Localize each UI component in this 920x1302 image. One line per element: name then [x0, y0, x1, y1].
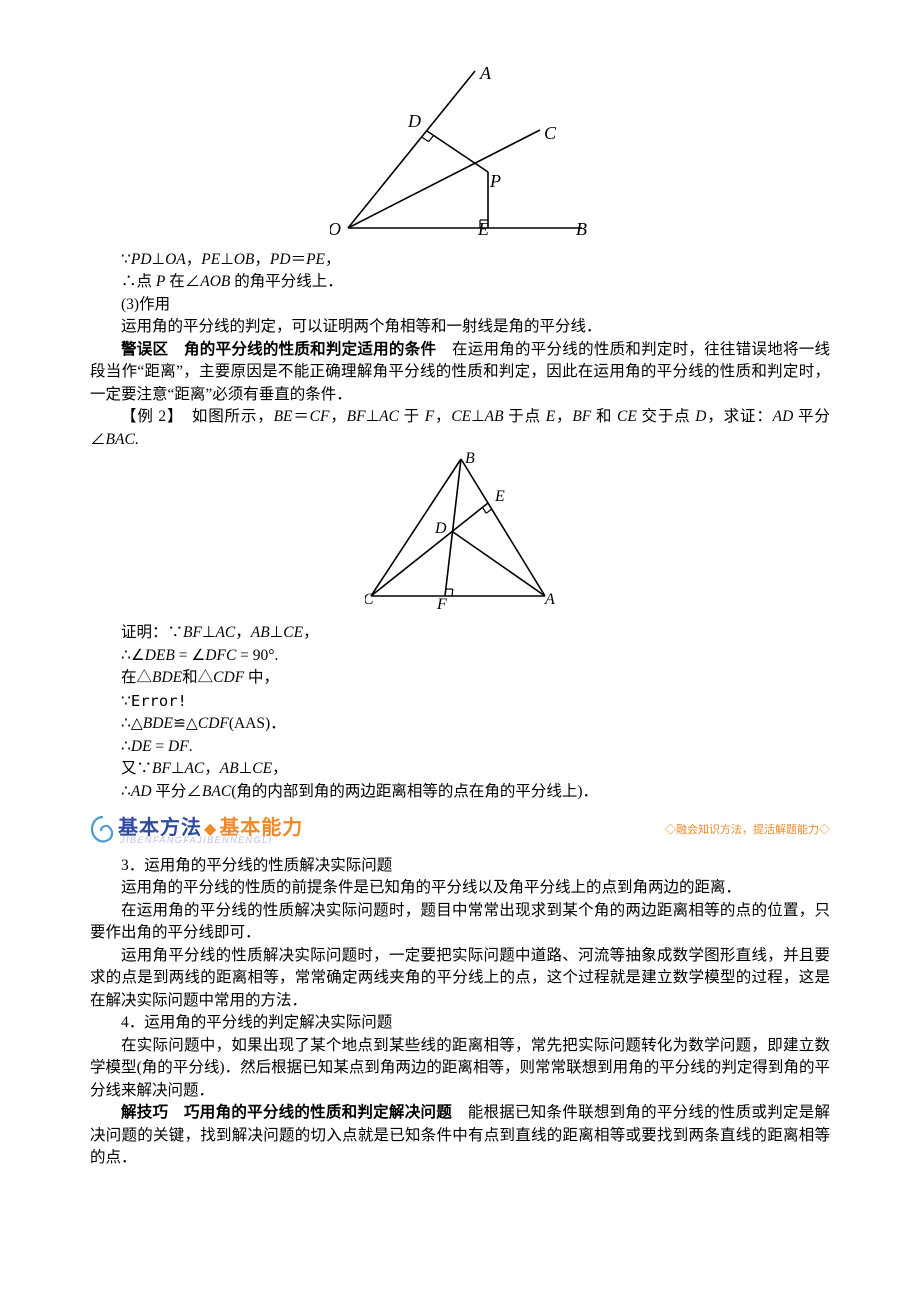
paragraph: 在实际问题中，如果出现了某个地点到某些线的距离相等，常先把实际问题转化为数学问题… [90, 1035, 830, 1102]
paragraph: 运用角的平分线的判定，可以证明两个角相等和一射线是角的平分线． [90, 316, 830, 338]
paragraph: 警误区 角的平分线的性质和判定适用的条件 在运用角的平分线的性质和判定时，往往错… [90, 339, 830, 406]
paragraph: 又∵BF⊥AC，AB⊥CE， [90, 758, 830, 780]
banner-pinyin: JIBENFANGFAJIBENNENGLI [120, 835, 273, 845]
paragraph: 【例 2】 如图所示，BE＝CF，BF⊥AC 于 F，CE⊥AB 于点 E，BF… [90, 406, 830, 451]
paragraph: 3．运用角的平分线的性质解决实际问题 [90, 855, 830, 877]
paragraph: (3)作用 [90, 294, 830, 316]
paragraph: ∴∠DEB = ∠DFC = 90°. [90, 645, 830, 667]
paragraph: ∴AD 平分∠BAC(角的内部到角的两边距离相等的点在角的平分线上)． [90, 781, 830, 803]
paragraph: ∵Error! [90, 690, 830, 713]
paragraph: 4．运用角的平分线的判定解决实际问题 [90, 1012, 830, 1034]
paragraph: ∴△BDE≌△CDF(AAS)． [90, 713, 830, 735]
paragraph: 运用角平分线的性质解决实际问题时，一定要把实际问题中道路、河流等抽象成数学图形直… [90, 945, 830, 1012]
banner-right-text: ◇融会知识方法，提活解题能力◇ [665, 821, 830, 837]
text-block-3: 3．运用角的平分线的性质解决实际问题运用角的平分线的性质的前提条件是已知角的平分… [90, 855, 830, 1170]
svg-text:P: P [489, 171, 501, 191]
figure-2-svg: A B C E F D [365, 451, 555, 616]
paragraph: 在△BDE和△CDF 中， [90, 667, 830, 689]
section-banner: 基本方法◆基本能力 JIBENFANGFAJIBENNENGLI ◇融会知识方法… [90, 813, 830, 851]
text-block-1: ∵PD⊥OA，PE⊥OB，PD＝PE，∴点 P 在∠AOB 的角平分线上．(3)… [90, 249, 830, 451]
svg-text:D: D [407, 111, 421, 131]
svg-text:B: B [576, 219, 587, 239]
paragraph: 在运用角的平分线的性质解决实际问题时，题目中常常出现求到某个角的两边距离相等的点… [90, 900, 830, 945]
svg-text:A: A [544, 591, 555, 608]
paragraph: ∴点 P 在∠AOB 的角平分线上． [90, 271, 830, 293]
text-block-2: 证明：∵BF⊥AC，AB⊥CE，∴∠DEB = ∠DFC = 90°.在△BDE… [90, 622, 830, 803]
svg-text:C: C [544, 123, 557, 143]
page: O A B C D P E ∵PD⊥OA，PE⊥OB，PD＝PE，∴点 P 在∠AOB 的角… [0, 0, 920, 1302]
svg-text:B: B [465, 451, 475, 467]
svg-text:E: E [494, 488, 505, 505]
paragraph: 解技巧 巧用角的平分线的性质和判定解决问题 能根据已知条件联想到角的平分线的性质… [90, 1102, 830, 1169]
paragraph: 证明：∵BF⊥AC，AB⊥CE， [90, 622, 830, 644]
svg-text:D: D [434, 520, 447, 537]
svg-text:F: F [436, 596, 447, 613]
svg-text:A: A [479, 65, 492, 83]
svg-text:C: C [365, 591, 374, 608]
paragraph: 运用角的平分线的性质的前提条件是已知角的平分线以及角平分线上的点到角两边的距离． [90, 877, 830, 899]
svg-text:O: O [330, 219, 341, 239]
paragraph: ∴DE = DF. [90, 736, 830, 758]
swirl-icon [86, 813, 120, 849]
figure-1: O A B C D P E [90, 65, 830, 243]
paragraph: ∵PD⊥OA，PE⊥OB，PD＝PE， [90, 249, 830, 271]
svg-text:E: E [477, 219, 489, 239]
figure-2: A B C E F D [90, 451, 830, 616]
figure-1-svg: O A B C D P E [330, 65, 590, 243]
